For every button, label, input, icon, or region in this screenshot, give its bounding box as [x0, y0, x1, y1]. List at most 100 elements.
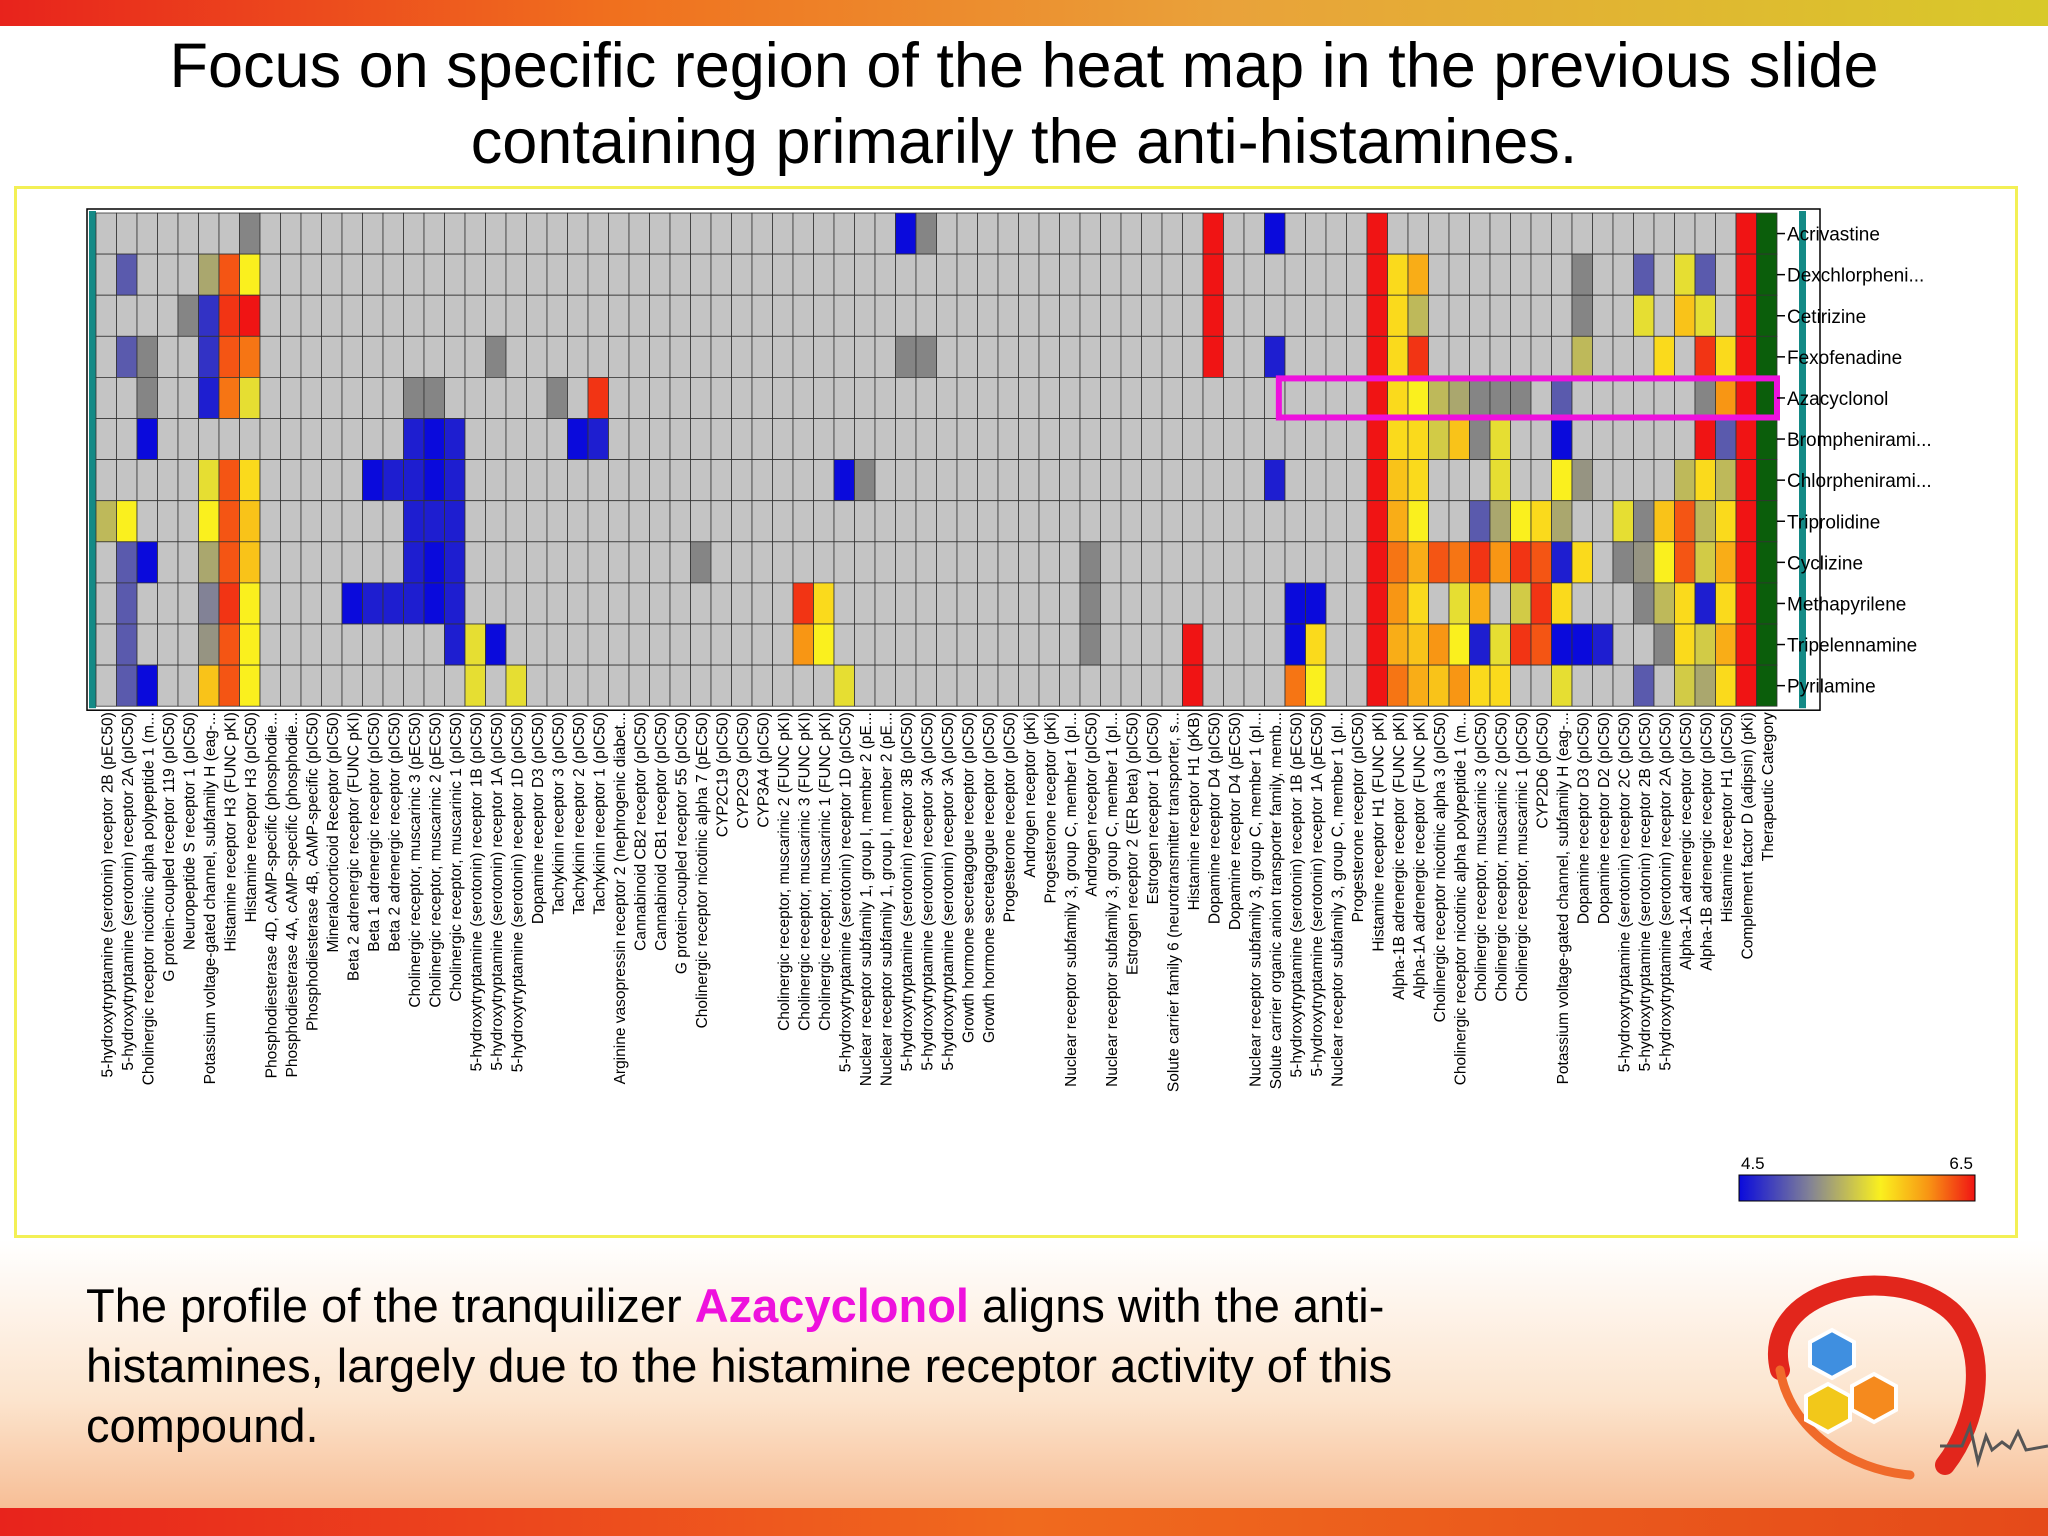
heatmap-cell [772, 541, 794, 584]
heatmap-cell [1018, 459, 1040, 502]
heatmap-cell [1694, 582, 1716, 625]
heatmap-cell [710, 212, 732, 255]
heatmap-cell [157, 664, 179, 707]
heatmap-cell [341, 623, 363, 666]
heatmap-cell [1612, 376, 1634, 419]
heatmap-cell [1223, 541, 1245, 584]
heatmap-cell [95, 376, 117, 419]
heatmap-cell [157, 212, 179, 255]
heatmap-cell [526, 253, 548, 296]
heatmap-cell [485, 459, 507, 502]
heatmap-cell [198, 664, 220, 707]
heatmap-cell [1571, 582, 1593, 625]
heatmap-cell [1510, 376, 1532, 419]
heatmap-cell [1674, 541, 1696, 584]
heatmap-cell [1530, 582, 1552, 625]
heatmap-cell [628, 376, 650, 419]
heatmap-cell [977, 541, 999, 584]
heatmap-cell [649, 459, 671, 502]
heatmap-cell [567, 418, 589, 460]
heatmap-cell [1653, 294, 1675, 337]
heatmap-cell [669, 664, 691, 707]
heatmap-cell [259, 335, 281, 378]
heatmap-cell [1243, 500, 1265, 543]
heatmap-cell [977, 623, 999, 666]
heatmap-cell [874, 335, 896, 378]
heatmap-cell [1387, 253, 1409, 296]
heatmap-cell [956, 664, 978, 707]
heatmap-cell [1633, 294, 1655, 337]
heatmap-cell [403, 376, 425, 419]
heatmap-cell [1551, 335, 1573, 378]
heatmap-cell [1571, 376, 1593, 419]
column-label: Cholinergic receptor, muscarinic 1 (pIC5… [448, 712, 465, 1001]
heatmap-cell [956, 500, 978, 543]
heatmap-cell [1346, 500, 1368, 543]
heatmap-cell [136, 541, 158, 584]
heatmap-cell [362, 253, 384, 296]
heatmap-cell [1059, 376, 1081, 419]
heatmap-cell [239, 418, 261, 460]
heatmap-cell [485, 500, 507, 543]
heatmap-cell [1387, 541, 1409, 584]
heatmap-cell [1100, 582, 1122, 625]
heatmap-cell [1510, 253, 1532, 296]
heatmap-cell [772, 376, 794, 419]
heatmap-cell [1059, 418, 1081, 460]
heatmap-cell [1510, 459, 1532, 502]
heatmap-cell [1407, 623, 1429, 666]
heatmap-cell [997, 541, 1019, 584]
heatmap-cell [1633, 664, 1655, 707]
heatmap-cell [1735, 541, 1757, 584]
heatmap-cell [1592, 459, 1614, 502]
heatmap-cell [1223, 418, 1245, 460]
heatmap-cell [874, 664, 896, 707]
heatmap-cell [1284, 582, 1306, 625]
heatmap-cell [1612, 335, 1634, 378]
heatmap-cell [464, 212, 486, 255]
heatmap-cell [977, 459, 999, 502]
heatmap-cell [218, 582, 240, 625]
heatmap-cell [1735, 335, 1757, 378]
heatmap-cell [1407, 253, 1429, 296]
heatmap-cell [444, 294, 466, 337]
heatmap-cell [444, 459, 466, 502]
heatmap-cell [874, 582, 896, 625]
column-label: 5-hydroxytryptamine (serotonin) receptor… [1309, 712, 1326, 1076]
heatmap-cell [628, 541, 650, 584]
heatmap-cell [628, 212, 650, 255]
column-label: Histamine receptor H1 (FUNC pKI) [1370, 712, 1387, 951]
heatmap-cell [1223, 459, 1245, 502]
heatmap-cell [1674, 664, 1696, 707]
heatmap-cell [198, 459, 220, 502]
caption-highlight: Azacyclonol [694, 1279, 969, 1332]
heatmap-cell [936, 253, 958, 296]
heatmap-cell [772, 212, 794, 255]
heatmap-cell [321, 335, 343, 378]
heatmap-cell [300, 335, 322, 378]
heatmap-cell [546, 335, 568, 378]
heatmap-cell [1120, 664, 1142, 707]
heatmap-cell [485, 253, 507, 296]
heatmap-cell [751, 582, 773, 625]
heatmap-cell [854, 418, 876, 460]
heatmap-cell [1120, 253, 1142, 296]
heatmap-cell [1551, 212, 1573, 255]
heatmap-cell [239, 376, 261, 419]
heatmap-cell [833, 418, 855, 460]
heatmap-cell [300, 376, 322, 419]
heatmap-cell [1223, 582, 1245, 625]
heatmap-cell [280, 500, 302, 543]
heatmap-cell [1530, 500, 1552, 543]
heatmap-cell [1141, 335, 1163, 378]
heatmap-cell [1633, 459, 1655, 502]
column-label: 5-hydroxytryptamine (serotonin) receptor… [1616, 712, 1633, 1072]
heatmap-cell [403, 212, 425, 255]
heatmap-cell [1469, 541, 1491, 584]
heatmap-cell [1223, 212, 1245, 255]
heatmap-cell [669, 335, 691, 378]
heatmap-cell [587, 582, 609, 625]
heatmap-cell [1141, 376, 1163, 419]
heatmap-cell [710, 664, 732, 707]
heatmap-cell [669, 500, 691, 543]
